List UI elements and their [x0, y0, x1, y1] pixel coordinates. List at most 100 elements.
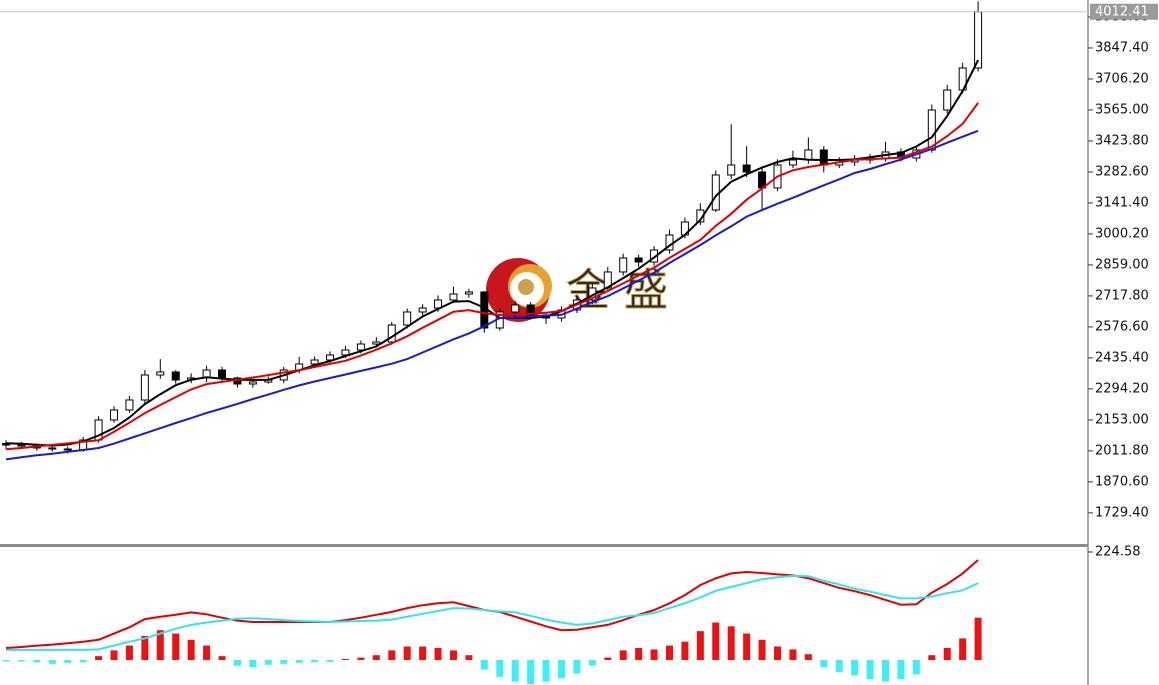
- histogram-bar: [774, 646, 781, 660]
- candle-body: [63, 448, 72, 451]
- histogram-bar: [727, 626, 735, 660]
- histogram-bar: [496, 659, 504, 677]
- histogram-bar: [172, 633, 180, 660]
- candle-body: [634, 257, 643, 263]
- last-price-label: 4012.41: [1095, 4, 1149, 19]
- histogram-bar: [912, 659, 920, 675]
- y-tick-label: 2859.00: [1095, 257, 1149, 272]
- histogram-bar: [218, 656, 226, 660]
- candle-body: [819, 149, 828, 166]
- histogram-bar: [79, 659, 87, 663]
- candle-body: [526, 304, 535, 316]
- histogram-bar: [665, 645, 673, 660]
- histogram-bar: [156, 630, 164, 660]
- candle-body: [326, 354, 335, 361]
- candle-body: [48, 447, 57, 450]
- histogram-bar: [434, 647, 442, 660]
- histogram-bar: [743, 633, 751, 660]
- histogram-bar: [203, 645, 211, 660]
- histogram-bar: [573, 659, 581, 674]
- y-tick-label: 3565.00: [1095, 102, 1149, 117]
- y-tick-label: 2153.00: [1095, 412, 1149, 427]
- histogram-bar: [928, 655, 936, 660]
- candle-body: [125, 399, 134, 411]
- histogram-bar: [465, 655, 473, 660]
- histogram-bar: [419, 646, 427, 660]
- candle-body: [418, 307, 427, 313]
- histogram-bar: [64, 659, 72, 663]
- watermark: 金盛: [566, 265, 682, 316]
- histogram-bar: [959, 638, 967, 660]
- candle-body: [310, 359, 319, 365]
- histogram-bar: [280, 659, 288, 664]
- histogram-bar: [527, 659, 535, 685]
- candle-body: [403, 311, 412, 326]
- candle-body: [140, 374, 149, 401]
- histogram-bar: [357, 657, 365, 660]
- histogram-bar: [372, 655, 380, 660]
- candle-body: [511, 304, 520, 313]
- candle-body: [742, 164, 751, 173]
- last-price-box: [1090, 3, 1158, 20]
- histogram-bar: [650, 649, 658, 660]
- histogram-bar: [835, 659, 843, 673]
- candle-body: [727, 164, 736, 176]
- histogram-bar: [943, 647, 951, 660]
- histogram-bar: [604, 657, 612, 660]
- candle-body: [356, 343, 365, 351]
- candle-body: [974, 11, 983, 69]
- candle-body: [788, 159, 797, 166]
- histogram-bar: [33, 659, 41, 663]
- y-tick-label: 2011.80: [1095, 443, 1149, 458]
- y-tick-label: 3706.20: [1095, 71, 1149, 86]
- y-tick-label: 2576.60: [1095, 319, 1149, 334]
- histogram-bar: [403, 646, 411, 660]
- y-tick-label: 2435.40: [1095, 350, 1149, 365]
- candle-body: [464, 291, 473, 295]
- y-tick-label: 3000.20: [1095, 226, 1149, 241]
- histogram-bar: [557, 659, 565, 679]
- logo: [486, 258, 552, 322]
- histogram-bar: [141, 635, 149, 660]
- candle-body: [804, 149, 813, 161]
- histogram-bar: [449, 650, 457, 660]
- histogram-bar: [233, 659, 241, 666]
- y-tick-label: 1870.60: [1095, 474, 1149, 489]
- histogram-bar: [95, 656, 103, 660]
- histogram-bar: [712, 622, 720, 660]
- histogram-bar: [249, 659, 257, 668]
- histogram-bar: [125, 645, 133, 660]
- y-tick-label: 3423.80: [1095, 133, 1149, 148]
- histogram-bar: [48, 659, 56, 664]
- candle-body: [248, 381, 257, 385]
- candle-body: [449, 293, 458, 301]
- candle-body: [17, 444, 26, 447]
- histogram-bar: [264, 659, 272, 665]
- indicator-line: [5, 129, 979, 461]
- logo-dot: [518, 279, 534, 295]
- histogram-bar: [110, 650, 118, 660]
- histogram-bar: [635, 647, 643, 660]
- candle-body: [218, 369, 227, 379]
- histogram-bar: [804, 654, 812, 660]
- indicator-line: [5, 102, 979, 451]
- indicator-line: [5, 59, 979, 447]
- candle-body: [372, 341, 381, 345]
- y-tick-label: 2294.20: [1095, 381, 1149, 396]
- histogram-bar: [681, 641, 689, 660]
- histogram-bar: [974, 617, 982, 660]
- y-tick-label: 1729.40: [1095, 505, 1149, 520]
- histogram-bar: [851, 659, 859, 676]
- histogram-bar: [588, 659, 596, 666]
- y-tick-label: 3282.60: [1095, 164, 1149, 179]
- pane-separator: [0, 544, 1088, 547]
- indicator-line: [6, 574, 979, 651]
- histogram-bar: [542, 659, 550, 682]
- y-tick-label: 3847.40: [1095, 40, 1149, 55]
- histogram-bar: [17, 659, 25, 662]
- y-tick-label: 3141.40: [1095, 195, 1149, 210]
- histogram-bar: [187, 639, 195, 660]
- histogram-bar: [511, 659, 519, 682]
